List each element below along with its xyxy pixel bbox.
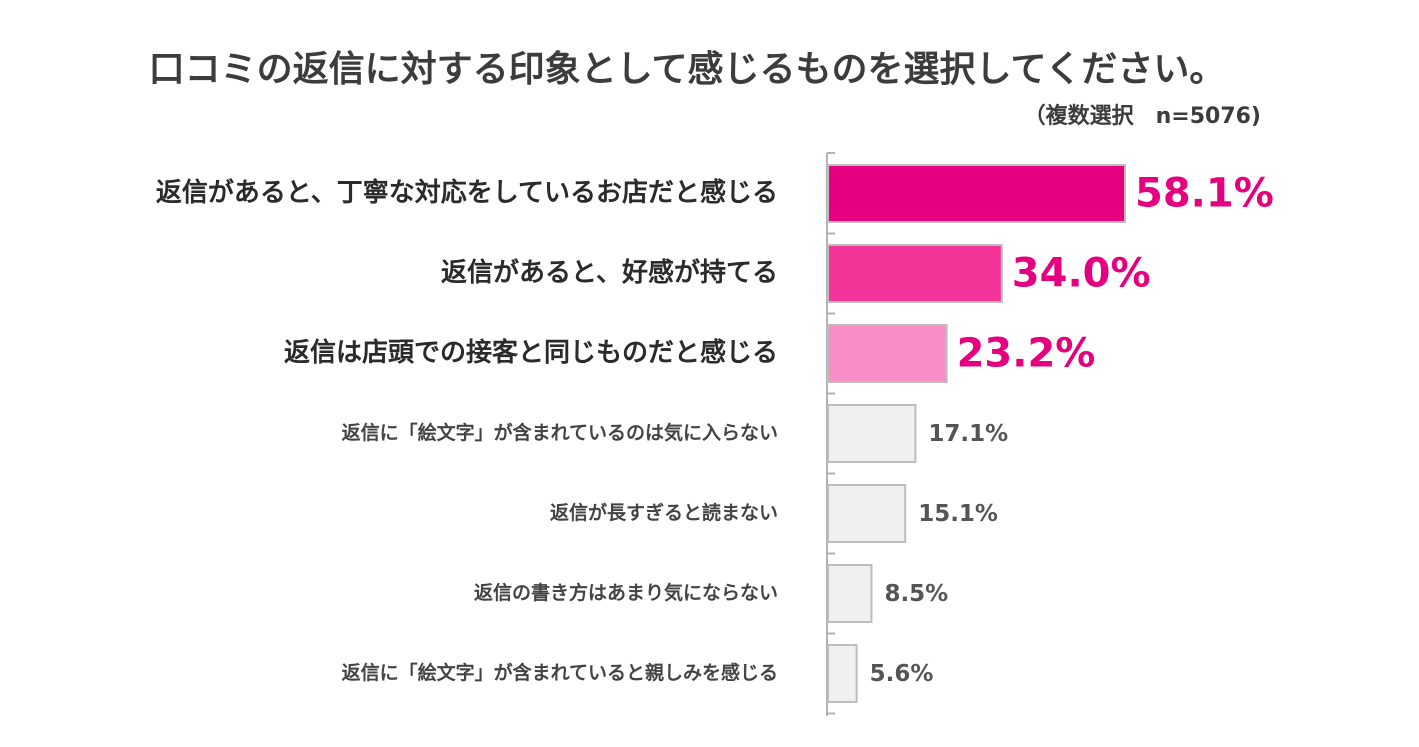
bar: [827, 164, 1126, 223]
category-label: 返信の書き方はあまり気にならない: [474, 581, 778, 604]
value-label: 5.6%: [870, 661, 934, 687]
bar: [827, 324, 948, 383]
value-label: 23.2%: [957, 331, 1096, 377]
category-label: 返信があると、丁寧な対応をしているお店だと感じる: [156, 177, 778, 208]
bar: [827, 484, 907, 543]
category-label: 返信が長すぎると読まない: [550, 501, 778, 524]
category-label: 返信は店頭での接客と同じものだと感じる: [284, 337, 778, 368]
value-label: 58.1%: [1135, 171, 1274, 217]
bar: [827, 244, 1003, 303]
bar: [827, 644, 858, 703]
category-label: 返信に「絵文字」が含まれているのは気に入らない: [342, 421, 778, 444]
value-label: 15.1%: [918, 501, 998, 527]
value-label: 8.5%: [884, 581, 948, 607]
bar: [827, 404, 917, 463]
category-label: 返信があると、好感が持てる: [441, 257, 778, 288]
value-label: 17.1%: [928, 421, 1008, 447]
bar: [827, 564, 873, 623]
value-label: 34.0%: [1012, 251, 1151, 297]
chart-title: 口コミの返信に対する印象として感じるものを選択してください。: [148, 49, 1226, 90]
category-label: 返信に「絵文字」が含まれていると親しみを感じる: [342, 661, 778, 684]
chart-subtitle: （複数選択 n=5076): [1023, 104, 1261, 129]
